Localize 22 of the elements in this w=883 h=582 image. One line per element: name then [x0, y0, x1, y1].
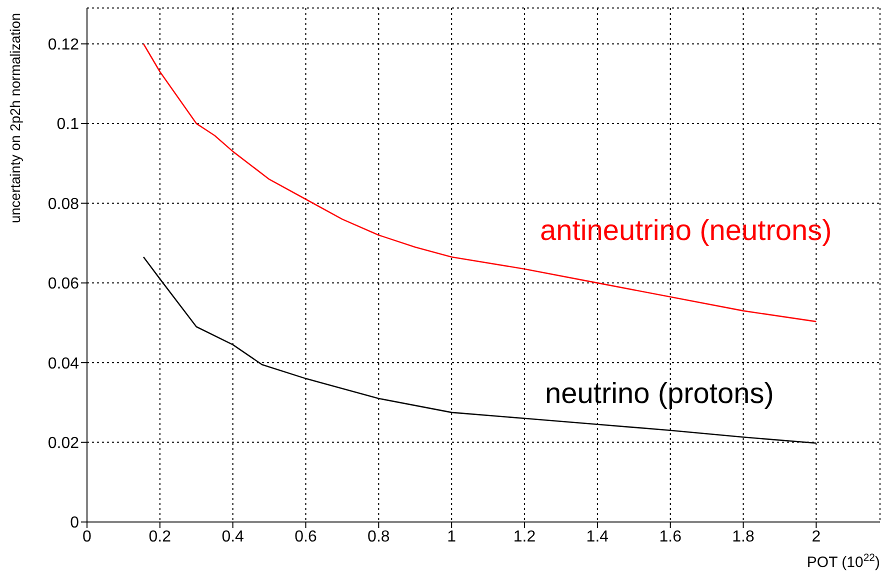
x-tick-label: 2 — [812, 528, 821, 546]
series-label: neutrino (protons) — [545, 378, 774, 411]
x-tick-label: 0.4 — [222, 528, 244, 546]
y-axis-title: uncertainty on 2p2h normalization — [7, 13, 23, 224]
x-tick-label: 1.2 — [513, 528, 536, 546]
x-tick-label: 0 — [82, 528, 92, 546]
x-tick-label: 1.8 — [732, 528, 754, 546]
y-tick-label: 0.1 — [56, 116, 80, 134]
y-tick-label: 0 — [70, 514, 80, 532]
y-tick-label: 0.04 — [48, 355, 80, 372]
x-tick-label: 1.6 — [659, 528, 682, 546]
y-tick-label: 0.02 — [48, 434, 80, 452]
x-tick-label: 0.8 — [368, 528, 390, 546]
x-tick-label: 0.2 — [148, 528, 172, 546]
x-tick-label: 0.6 — [294, 528, 317, 546]
x-tick-label: 1.4 — [586, 528, 609, 546]
y-tick-label: 0.12 — [48, 36, 80, 54]
x-tick-label: 1 — [447, 528, 456, 546]
y-tick-label: 0.08 — [48, 196, 80, 213]
y-tick-label: 0.06 — [48, 276, 80, 293]
series-label: antineutrino (neutrons) — [540, 215, 832, 248]
x-axis-title: POT (10$^{22}$) — [806, 552, 880, 571]
